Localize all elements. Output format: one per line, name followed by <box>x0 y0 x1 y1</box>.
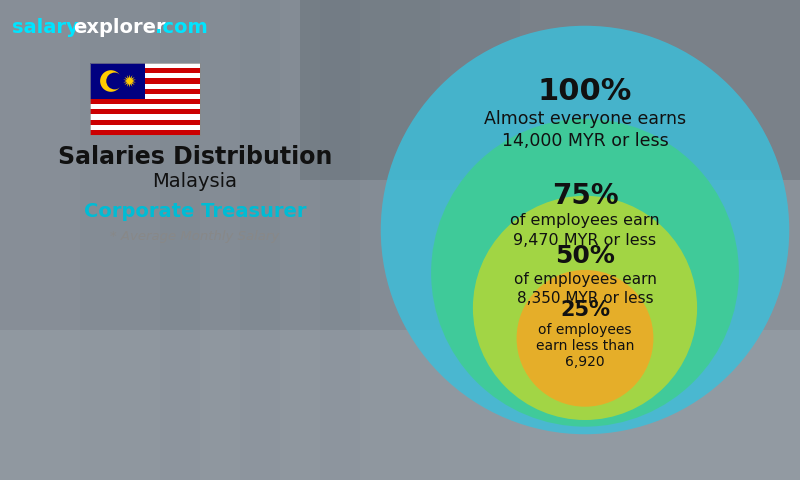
Bar <box>90 63 200 68</box>
Text: of employees: of employees <box>538 323 632 336</box>
Text: of employees earn: of employees earn <box>510 213 660 228</box>
Bar <box>80 0 280 480</box>
Circle shape <box>100 70 122 92</box>
Bar <box>90 84 200 89</box>
Bar <box>300 0 800 180</box>
Text: 75%: 75% <box>552 182 618 210</box>
Bar <box>90 89 200 94</box>
Bar <box>90 78 200 84</box>
Bar <box>0 330 800 480</box>
Circle shape <box>431 119 739 427</box>
Bar <box>90 63 145 99</box>
Circle shape <box>381 26 790 434</box>
Text: Corporate Treasurer: Corporate Treasurer <box>84 202 306 221</box>
Text: explorer: explorer <box>73 18 166 37</box>
Bar <box>90 104 200 109</box>
Bar <box>90 94 200 99</box>
Bar <box>90 114 200 120</box>
Circle shape <box>106 72 123 89</box>
Text: 100%: 100% <box>538 77 632 106</box>
Polygon shape <box>123 74 136 87</box>
Bar <box>90 63 200 135</box>
Text: .com: .com <box>155 18 208 37</box>
Text: Salaries Distribution: Salaries Distribution <box>58 145 332 169</box>
Text: 8,350 MYR or less: 8,350 MYR or less <box>517 291 654 306</box>
Text: salary: salary <box>12 18 78 37</box>
Bar <box>90 68 200 73</box>
Bar <box>0 0 200 480</box>
Circle shape <box>473 196 697 420</box>
Text: 9,470 MYR or less: 9,470 MYR or less <box>514 233 657 248</box>
Bar <box>90 125 200 130</box>
Text: 14,000 MYR or less: 14,000 MYR or less <box>502 132 668 150</box>
Text: Malaysia: Malaysia <box>153 172 238 191</box>
Text: 6,920: 6,920 <box>565 355 605 369</box>
Bar <box>90 109 200 114</box>
Bar <box>240 0 440 480</box>
Bar <box>320 0 520 480</box>
Bar <box>90 130 200 135</box>
Circle shape <box>517 270 654 407</box>
Text: 25%: 25% <box>560 300 610 320</box>
Bar <box>90 120 200 125</box>
Text: Almost everyone earns: Almost everyone earns <box>484 110 686 128</box>
Bar <box>90 99 200 104</box>
Text: * Average Monthly Salary: * Average Monthly Salary <box>110 230 280 243</box>
Text: of employees earn: of employees earn <box>514 272 657 287</box>
Bar <box>90 73 200 78</box>
Text: earn less than: earn less than <box>536 338 634 353</box>
Bar <box>160 0 360 480</box>
Text: 50%: 50% <box>555 244 615 268</box>
